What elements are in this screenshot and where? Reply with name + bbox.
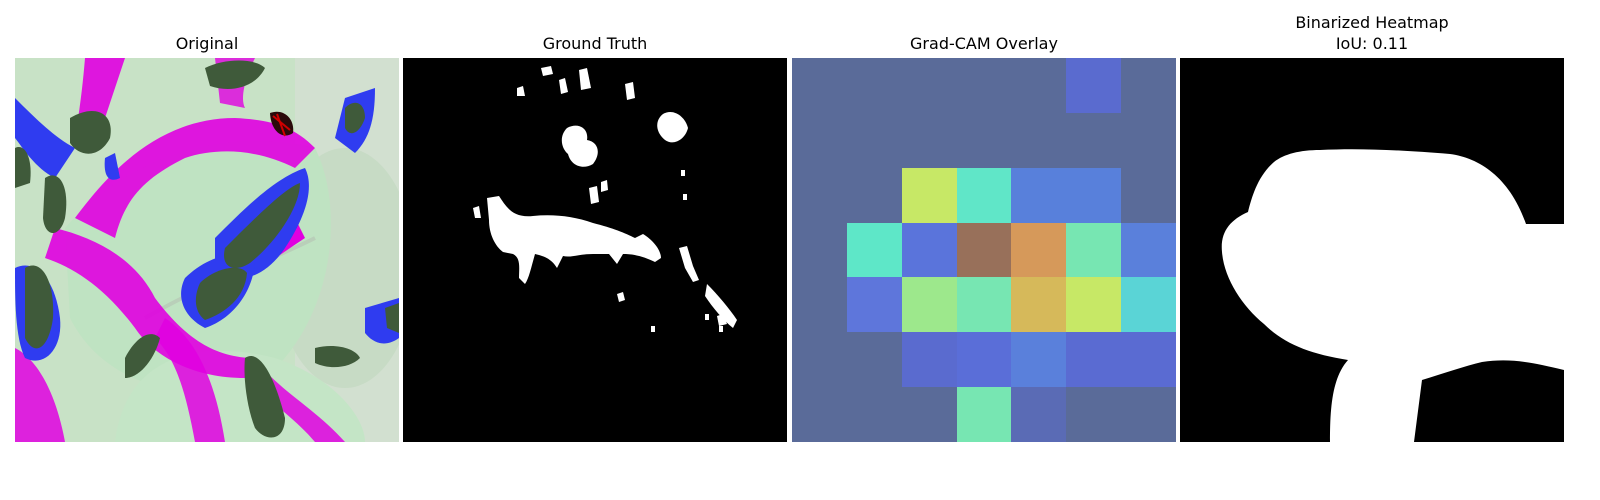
gradcam-cell [792, 332, 847, 388]
binarized-heatmap-image [1180, 58, 1564, 442]
ground-truth-mask-shapes [403, 58, 787, 442]
gradcam-cell [1066, 58, 1122, 113]
gradcam-overlay-image [792, 58, 1176, 442]
gradcam-cell [956, 167, 1012, 223]
gradcam-cell [1066, 332, 1122, 388]
gradcam-cell [792, 387, 847, 442]
gradcam-cell [956, 222, 1012, 278]
gradcam-cell [1011, 112, 1067, 168]
gradcam-cell [956, 387, 1012, 442]
gradcam-cell [792, 277, 847, 333]
gradcam-cell [846, 332, 902, 388]
gradcam-cell [846, 277, 902, 333]
gradcam-cell [901, 112, 957, 168]
gradcam-cell [846, 58, 902, 113]
original-leaf-picture [15, 58, 399, 442]
binarized-heatmap-shape [1180, 58, 1564, 442]
gradcam-cell [846, 167, 902, 223]
gradcam-cell [1121, 277, 1176, 333]
gradcam-cell [1011, 277, 1067, 333]
gradcam-cell [1066, 112, 1122, 168]
gradcam-cell [792, 58, 847, 113]
gradcam-cell [956, 277, 1012, 333]
gradcam-cell [956, 58, 1012, 113]
gradcam-cell [901, 167, 957, 223]
gradcam-cell [792, 112, 847, 168]
gradcam-cell [901, 387, 957, 442]
iou-score-label: IoU: 0.11 [1335, 34, 1409, 53]
gradcam-cell [956, 112, 1012, 168]
gradcam-cell [1011, 332, 1067, 388]
gradcam-cell [1121, 222, 1176, 278]
original-title: Original [175, 34, 239, 53]
gradcam-cell [1066, 277, 1122, 333]
gradcam-cell [901, 277, 957, 333]
gradcam-overlay-title: Grad-CAM Overlay [910, 34, 1058, 53]
gradcam-cell [1011, 167, 1067, 223]
gradcam-cell [956, 332, 1012, 388]
ground-truth-mask [403, 58, 787, 442]
gradcam-cell [901, 58, 957, 113]
gradcam-cell [1011, 387, 1067, 442]
gradcam-grid [792, 58, 1176, 442]
gradcam-cell [1011, 58, 1067, 113]
gradcam-cell [792, 167, 847, 223]
gradcam-cell [901, 222, 957, 278]
gradcam-cell [792, 222, 847, 278]
gradcam-cell [1121, 112, 1176, 168]
gradcam-cell [1066, 167, 1122, 223]
gradcam-cell [846, 222, 902, 278]
gradcam-cell [1011, 222, 1067, 278]
gradcam-cell [846, 112, 902, 168]
original-image [15, 58, 399, 442]
ground-truth-title: Ground Truth [542, 34, 648, 53]
binarized-heatmap-title: Binarized Heatmap [1295, 13, 1449, 32]
gradcam-cell [1121, 387, 1176, 442]
gradcam-cell [1066, 387, 1122, 442]
gradcam-cell [1066, 222, 1122, 278]
gradcam-cell [1121, 332, 1176, 388]
gradcam-cell [846, 387, 902, 442]
gradcam-cell [1121, 167, 1176, 223]
gradcam-cell [901, 332, 957, 388]
gradcam-cell [1121, 58, 1176, 113]
